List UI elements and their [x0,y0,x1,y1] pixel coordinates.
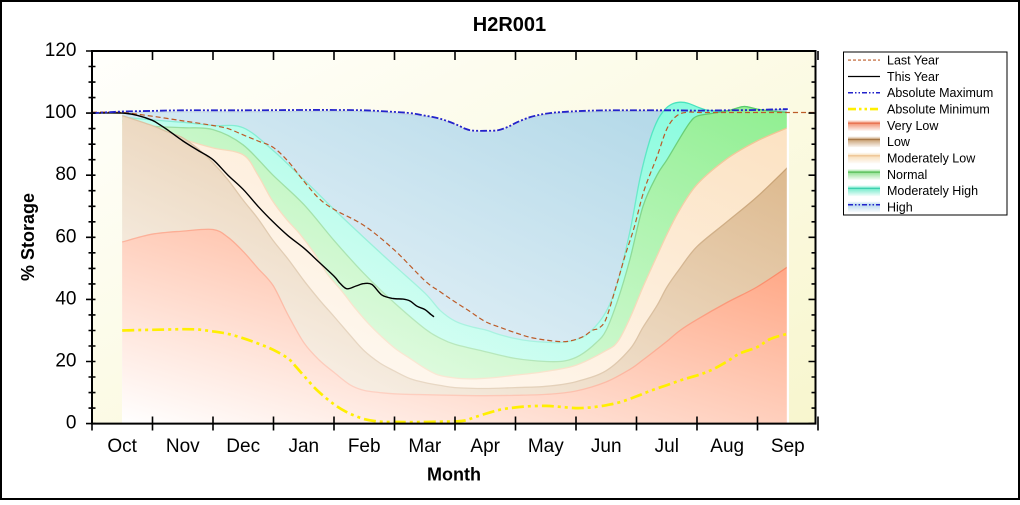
svg-text:Jan: Jan [288,436,319,457]
svg-text:80: 80 [55,164,76,185]
svg-text:120: 120 [45,40,77,61]
svg-text:H2R001: H2R001 [473,14,546,36]
svg-text:Aug: Aug [710,436,744,457]
svg-text:Moderately High: Moderately High [887,184,978,198]
svg-text:Last Year: Last Year [887,54,939,68]
svg-text:Oct: Oct [107,436,137,457]
svg-text:Feb: Feb [348,436,381,457]
svg-text:Normal: Normal [887,168,927,182]
svg-text:High: High [887,200,913,214]
svg-text:Absolute Minimum: Absolute Minimum [887,103,990,117]
svg-text:Jun: Jun [591,436,622,457]
svg-text:Absolute Maximum: Absolute Maximum [887,86,993,100]
svg-text:60: 60 [55,226,76,247]
svg-text:40: 40 [55,288,76,309]
svg-text:100: 100 [45,102,77,123]
svg-text:Nov: Nov [166,436,200,457]
svg-text:Month: Month [427,465,481,485]
svg-text:Dec: Dec [226,436,260,457]
svg-text:Jul: Jul [655,436,679,457]
svg-text:Low: Low [887,135,911,149]
svg-text:20: 20 [55,351,76,372]
svg-text:Moderately Low: Moderately Low [887,151,976,165]
svg-text:Sep: Sep [771,436,805,457]
svg-text:Very Low: Very Low [887,119,939,133]
svg-text:May: May [528,436,564,457]
svg-text:% Storage: % Storage [18,193,38,281]
svg-text:0: 0 [66,413,77,434]
svg-text:Apr: Apr [470,436,500,457]
svg-text:Mar: Mar [408,436,441,457]
svg-text:This Year: This Year [887,70,939,84]
